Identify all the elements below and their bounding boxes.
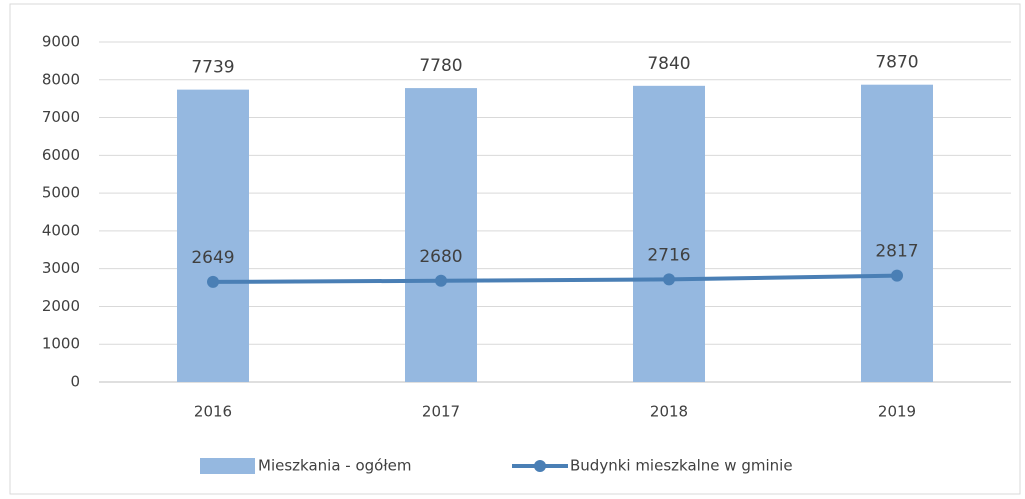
bar: [633, 85, 705, 383]
line: [212, 273, 898, 284]
data-label: 2649: [191, 248, 234, 268]
y-tick-label: 0: [70, 373, 80, 391]
y-tick-label: 7000: [42, 108, 80, 126]
bar: [177, 89, 249, 382]
bar: [861, 84, 933, 382]
y-tick-label: 6000: [42, 146, 80, 164]
x-tick-label: 2018: [650, 403, 688, 421]
data-label: 7870: [875, 53, 918, 73]
legend-swatch: [200, 458, 255, 474]
y-tick-label: 4000: [42, 221, 80, 239]
data-label: 2716: [647, 245, 690, 265]
legend-label: Mieszkania - ogółem: [258, 457, 411, 475]
y-tick-label: 2000: [42, 297, 80, 315]
x-tick-label: 2017: [422, 403, 460, 421]
bar: [405, 88, 477, 382]
y-tick-label: 5000: [42, 184, 80, 202]
data-label: 7739: [191, 58, 234, 78]
y-tick-label: 9000: [42, 33, 80, 51]
x-tick-label: 2019: [878, 403, 916, 421]
marker: [663, 273, 675, 286]
data-label: 2817: [875, 242, 918, 262]
y-tick-label: 1000: [42, 335, 80, 353]
y-tick-label: 3000: [42, 259, 80, 277]
marker: [207, 275, 219, 288]
data-label: 2680: [419, 247, 462, 267]
y-tick-label: 8000: [42, 70, 80, 88]
legend-marker: [534, 460, 546, 472]
data-label: 7780: [419, 56, 462, 76]
data-label: 7840: [647, 54, 690, 74]
marker: [435, 274, 447, 287]
legend-label: Budynki mieszkalne w gminie: [570, 457, 793, 475]
marker: [891, 269, 903, 282]
x-tick-label: 2016: [194, 403, 232, 421]
